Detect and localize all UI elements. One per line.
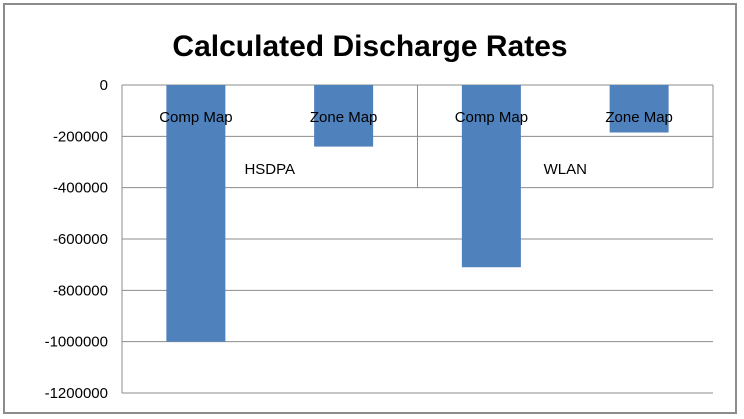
y-axis-ticks: 0 -200000 -400000 -600000 -800000 -1000000 -12… bbox=[45, 77, 108, 402]
y-tick-label: -200000 bbox=[53, 128, 108, 145]
category-labels: HSDPA WLAN bbox=[244, 161, 586, 178]
y-tick-label: 0 bbox=[100, 77, 108, 94]
y-tick-label: -600000 bbox=[53, 231, 108, 248]
bar bbox=[461, 85, 521, 268]
y-tick-label: -800000 bbox=[53, 282, 108, 299]
category-label: HSDPA bbox=[244, 161, 295, 178]
y-tick-label: -1000000 bbox=[45, 334, 108, 351]
bar-label: Zone Map bbox=[310, 109, 378, 126]
chart-frame bbox=[3, 3, 737, 414]
chart-title: Calculated Discharge Rates bbox=[172, 30, 567, 63]
bars bbox=[166, 85, 669, 342]
bar bbox=[314, 85, 374, 147]
category-label: WLAN bbox=[544, 161, 587, 178]
y-tick-label: -1200000 bbox=[45, 385, 108, 402]
bar-label: Comp Map bbox=[159, 109, 232, 126]
bar bbox=[166, 85, 226, 342]
y-tick-label: -400000 bbox=[53, 180, 108, 197]
bar bbox=[609, 85, 669, 133]
bar-label: Comp Map bbox=[455, 109, 528, 126]
bar-labels: Comp Map Zone Map Comp Map Zone Map bbox=[159, 109, 673, 126]
bar-label: Zone Map bbox=[605, 109, 673, 126]
